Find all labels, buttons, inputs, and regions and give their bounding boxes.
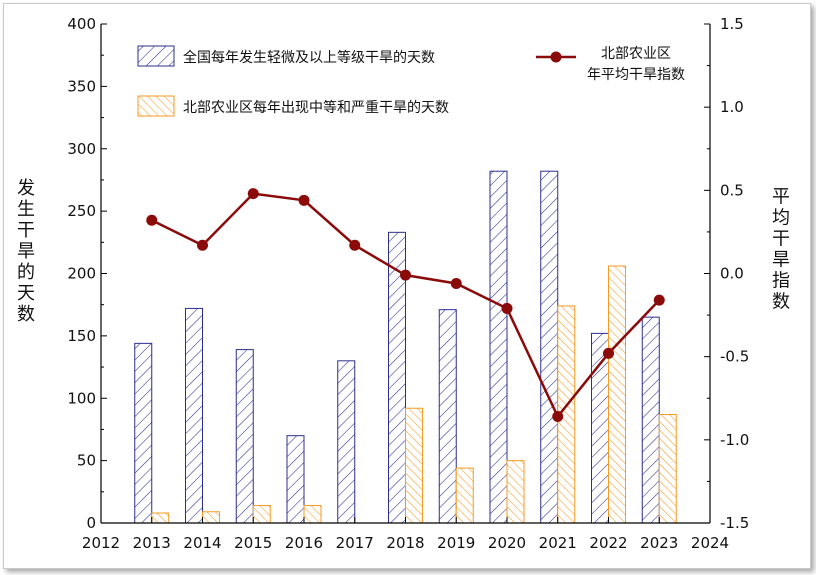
x-tick-label-2021: 2021: [539, 534, 577, 552]
x-tick-label-2013: 2013: [133, 534, 171, 552]
legend-swatch-north: [137, 95, 175, 117]
bar-north-2023: [658, 413, 677, 524]
point-drought-index-2013: [146, 214, 158, 226]
left-axis-title: 发生干旱的天数: [17, 178, 35, 325]
legend: 全国每年发生轻微及以上等级干旱的天数 北部农业区每年出现中等和严重干旱的天数 北…: [137, 45, 685, 117]
bar-national-2014: [185, 307, 203, 524]
right-tick-label--1.0: -1.0: [720, 431, 749, 449]
left-tick-label-0: 0: [86, 514, 96, 532]
x-tick-label-2020: 2020: [488, 534, 526, 552]
x-tick-label-2024: 2024: [691, 534, 729, 552]
right-tick-label-0.5: 0.5: [720, 181, 744, 199]
left-tick-label-350: 350: [67, 77, 96, 95]
left-tick-label-300: 300: [67, 140, 96, 158]
left-tick-label-400: 400: [67, 15, 96, 33]
bar-national-2017: [337, 360, 356, 524]
x-tick-label-2022: 2022: [589, 534, 627, 552]
point-drought-index-2015: [247, 188, 259, 200]
bar-north-2013: [151, 512, 170, 524]
x-tick-label-2015: 2015: [234, 534, 272, 552]
left-tick-label-50: 50: [77, 452, 96, 470]
bar-north-2020: [506, 460, 525, 524]
left-tick-label-150: 150: [67, 327, 96, 345]
bar-national-2015: [235, 349, 254, 524]
point-drought-index-2016: [298, 194, 310, 206]
point-drought-index-2021: [552, 411, 564, 423]
bar-north-2015: [252, 505, 271, 524]
bar-national-2023: [641, 316, 660, 524]
point-drought-index-2019: [450, 277, 462, 289]
point-drought-index-2017: [349, 239, 361, 251]
bar-north-2022: [608, 265, 626, 524]
bar-north-2016: [303, 505, 322, 524]
bar-north-2014: [202, 511, 220, 524]
right-tick-label-0.0: 0.0: [720, 265, 744, 283]
legend-swatch-national: [137, 45, 175, 67]
left-tick-label-250: 250: [67, 202, 96, 220]
legend-label-national: 全国每年发生轻微及以上等级干旱的天数: [183, 49, 435, 66]
x-tick-label-2018: 2018: [386, 534, 424, 552]
x-tick-label-2016: 2016: [285, 534, 323, 552]
right-tick-label--0.5: -0.5: [720, 348, 749, 366]
right-axis-title: 平均干旱指数: [772, 187, 790, 313]
legend-marker-index: [550, 51, 562, 63]
bar-north-2019: [455, 467, 474, 524]
bar-national-2020: [489, 170, 508, 524]
x-tick-label-2014: 2014: [183, 534, 221, 552]
x-tick-label-2023: 2023: [640, 534, 678, 552]
left-tick-label-100: 100: [67, 389, 96, 407]
bar-national-2019: [438, 309, 457, 524]
bars-layer: [134, 170, 677, 524]
x-tick-label-2017: 2017: [336, 534, 374, 552]
bar-national-2022: [591, 332, 609, 524]
right-tick-label--1.5: -1.5: [720, 514, 749, 532]
left-tick-label-200: 200: [67, 265, 96, 283]
chart-frame: 0 50 100 150 200 250 300 350 400 1.5 1.0 0.5 0.0 -0.5…: [3, 3, 811, 569]
legend-label-north: 北部农业区每年出现中等和严重干旱的天数: [183, 99, 449, 116]
point-drought-index-2018: [400, 269, 411, 281]
line-layer: [146, 188, 665, 423]
bar-national-2016: [286, 435, 305, 524]
right-tick-label-1.5: 1.5: [720, 15, 744, 33]
point-drought-index-2022: [603, 347, 614, 359]
legend-label-index-line2: 年平均干旱指数: [587, 67, 685, 83]
axes-layer: 0 50 100 150 200 250 300 350 400 1.5 1.0 0.5 0.0 -0.5…: [17, 15, 790, 552]
point-drought-index-2020: [501, 302, 513, 314]
right-tick-label-1.0: 1.0: [720, 98, 744, 116]
bar-national-2013: [134, 342, 153, 524]
x-tick-label-2019: 2019: [437, 534, 475, 552]
point-drought-index-2014: [197, 239, 208, 251]
point-drought-index-2023: [653, 294, 665, 306]
bar-national-2021: [540, 170, 559, 524]
drought-chart: 0 50 100 150 200 250 300 350 400 1.5 1.0 0.5 0.0 -0.5…: [17, 15, 790, 552]
x-tick-label-2012: 2012: [82, 534, 120, 552]
legend-label-index-line1: 北部农业区: [601, 46, 671, 62]
bar-north-2018: [405, 407, 423, 524]
